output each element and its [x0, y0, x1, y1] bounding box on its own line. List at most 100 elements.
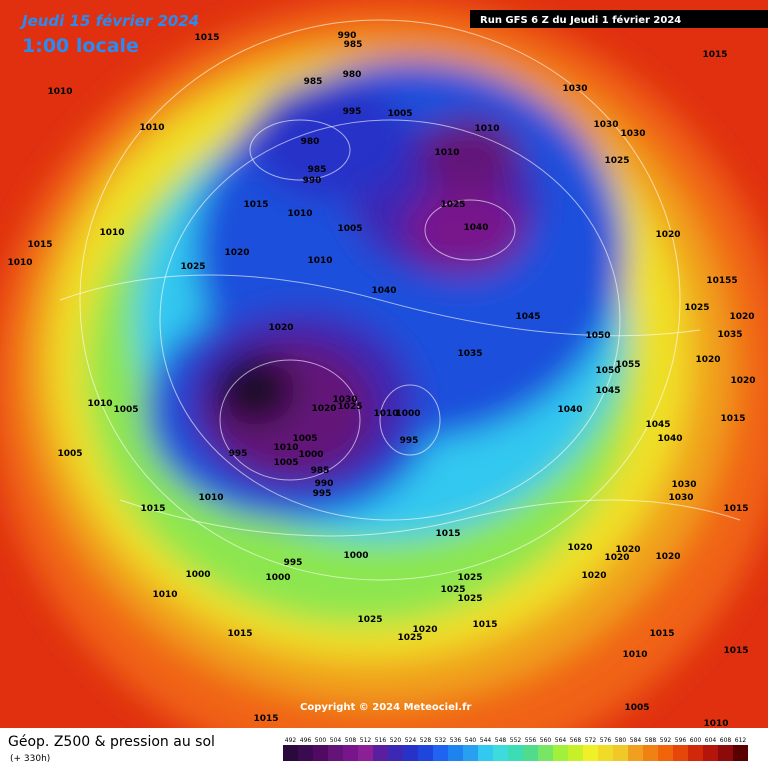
colorbar-label: 568: [570, 737, 582, 744]
isobar-label: 1015: [435, 529, 460, 539]
isobar-label: 1015: [649, 629, 674, 639]
colorbar-swatch: [553, 745, 568, 761]
isobar-label: 1010: [434, 148, 459, 158]
isobar-label: 1020: [730, 376, 755, 386]
isobar-label: 1010: [139, 123, 164, 133]
isobar-label: 1010: [7, 258, 32, 268]
isobar-label: 1000: [343, 551, 368, 561]
isobar-label: 1000: [185, 570, 210, 580]
footer-lead: (+ 330h): [10, 754, 50, 764]
colorbar-swatch: [343, 745, 358, 761]
isobar-label: 1015: [720, 414, 745, 424]
isobar-label: 1050: [595, 366, 620, 376]
colorbar-swatch: [328, 745, 343, 761]
isobar-label: 1050: [585, 331, 610, 341]
isobar-label: 995: [229, 449, 248, 459]
isobar-label: 980: [301, 137, 320, 147]
colorbar-label: 500: [315, 737, 327, 744]
isobar-label: 1005: [387, 109, 412, 119]
isobar-label: 1040: [371, 286, 396, 296]
isobar-label: 1015: [702, 50, 727, 60]
colorbar-label: 612: [735, 737, 747, 744]
isobar-label: 1005: [292, 434, 317, 444]
isobar-label: 1015: [723, 646, 748, 656]
colorbar-swatch: [433, 745, 448, 761]
colorbar-swatch: [298, 745, 313, 761]
isobar-label: 1015: [472, 620, 497, 630]
isobar-label: 995: [313, 489, 332, 499]
isobar-label: 1010: [474, 124, 499, 134]
isobar-label: 1030: [620, 129, 645, 139]
isobar-label: 990: [338, 31, 357, 41]
colorbar-label: 540: [465, 737, 477, 744]
colorbar-label: 528: [420, 737, 432, 744]
colorbar-swatch: [568, 745, 583, 761]
colorbar-label: 596: [675, 737, 687, 744]
isobar-label: 1045: [515, 312, 540, 322]
colorbar-label: 504: [330, 737, 342, 744]
isobar-label: 1025: [180, 262, 205, 272]
colorbar-label: 496: [300, 737, 312, 744]
isobar-label: 1040: [557, 405, 582, 415]
isobar-label: 1005: [337, 224, 362, 234]
isobar-label: 1000: [395, 409, 420, 419]
isobar-label: 1020: [412, 625, 437, 635]
colorbar-label: 572: [585, 737, 597, 744]
isobar-label: 1010: [307, 256, 332, 266]
isobar-label: 1030: [593, 120, 618, 130]
isobar-label: 985: [308, 165, 327, 175]
isobar-label: 995: [284, 558, 303, 568]
isobar-label: 1010: [287, 209, 312, 219]
colorbar-swatch: [718, 745, 733, 761]
isobar-label: 1010: [703, 719, 728, 729]
colorbar-swatch: [403, 745, 418, 761]
colorbar-swatch: [613, 745, 628, 761]
isobar-label: 1010: [373, 409, 398, 419]
isobar-label: 995: [343, 107, 362, 117]
isobar-label: 990: [315, 479, 334, 489]
colorbar-swatch: [673, 745, 688, 761]
isobar-label: 1010: [198, 493, 223, 503]
isobar-label: 1015: [227, 629, 252, 639]
colorbar-label: 520: [390, 737, 402, 744]
colorbar-swatch: [508, 745, 523, 761]
isobar-label: 1000: [298, 450, 323, 460]
colorbar-label: 564: [555, 737, 567, 744]
colorbar-label: 536: [450, 737, 462, 744]
isobar-label: 1025: [397, 633, 422, 643]
colorbar-label: 580: [615, 737, 627, 744]
colorbar-label: 560: [540, 737, 552, 744]
isobar-label: 980: [343, 70, 362, 80]
isobar-label: 1020: [729, 312, 754, 322]
isobar-label: 1025: [440, 200, 465, 210]
isobar-label: 1020: [224, 248, 249, 258]
colorbar-swatch: [373, 745, 388, 761]
isobar-label: 1035: [457, 349, 482, 359]
isobar-label: 1020: [311, 404, 336, 414]
isobar-label: 1000: [265, 573, 290, 583]
isobar-label: 1015: [243, 200, 268, 210]
colorbar-label: 608: [720, 737, 732, 744]
copyright: Copyright © 2024 Meteociel.fr: [300, 702, 471, 713]
isobar-label: 1025: [604, 156, 629, 166]
isobar-label: 1015: [27, 240, 52, 250]
colorbar-label: 524: [405, 737, 417, 744]
colorbar-swatch: [658, 745, 673, 761]
date: Jeudi 15 février 2024: [19, 12, 199, 30]
isobar-label: 1020: [655, 230, 680, 240]
colorbar-label: 492: [285, 737, 297, 744]
colorbar-swatch: [733, 745, 748, 761]
colorbar-label: 588: [645, 737, 657, 744]
isobar-label: 1030: [668, 493, 693, 503]
colorbar-swatch: [628, 745, 643, 761]
colorbar-swatch: [448, 745, 463, 761]
isobar-label: 1020: [655, 552, 680, 562]
isobar-label: 1010: [99, 228, 124, 238]
colorbar-label: 600: [690, 737, 702, 744]
isobar-label: 1015: [194, 33, 219, 43]
isobar-label: 1025: [457, 594, 482, 604]
colorbar-label: 576: [600, 737, 612, 744]
isobar-label: 1035: [717, 330, 742, 340]
colorbar-swatch: [388, 745, 403, 761]
